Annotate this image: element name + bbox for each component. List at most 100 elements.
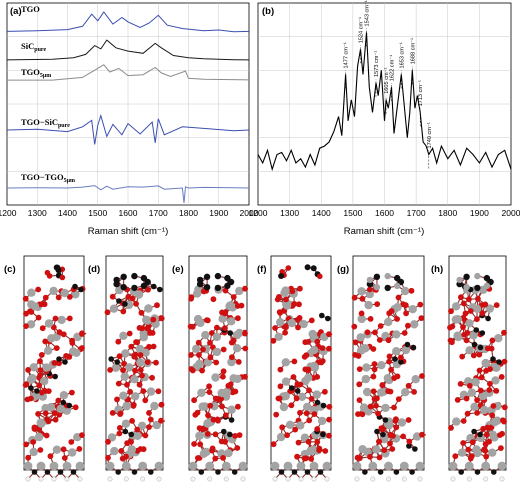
- atom-si: [49, 286, 58, 296]
- atom-o: [469, 439, 476, 446]
- atom-si: [415, 461, 425, 471]
- atom-o: [120, 308, 127, 315]
- atom-o: [199, 367, 206, 374]
- atom-si: [203, 419, 212, 428]
- atom-si: [119, 391, 128, 400]
- atom-c: [382, 417, 389, 423]
- atom-si: [122, 402, 131, 411]
- panel-a-x-tick-label: 1600: [119, 208, 138, 218]
- atom-si: [193, 289, 202, 298]
- atom-c: [491, 469, 497, 475]
- atom-o: [158, 417, 164, 424]
- atom-si: [359, 403, 369, 412]
- atom-o: [308, 456, 315, 462]
- atom-o: [200, 288, 207, 295]
- bonds: [273, 266, 333, 480]
- atom-si: [44, 319, 54, 328]
- atom-si: [119, 331, 128, 340]
- atom-si: [490, 418, 499, 427]
- atom-si: [131, 392, 140, 401]
- atom-c: [477, 344, 484, 351]
- atom-si: [297, 392, 307, 401]
- atom-o: [235, 315, 241, 322]
- atom-o: [42, 294, 49, 301]
- atom-si: [309, 461, 319, 471]
- atom-c: [471, 428, 477, 435]
- atom-si: [193, 314, 203, 324]
- atom-o: [311, 411, 318, 417]
- atom-si: [492, 363, 501, 372]
- panel-a-grid: [7, 3, 249, 205]
- atom-si: [363, 387, 372, 397]
- atom-o: [197, 441, 204, 448]
- atom-c: [57, 469, 64, 475]
- atom-o: [385, 388, 392, 395]
- atom-si: [59, 391, 69, 400]
- atom-o: [189, 367, 196, 374]
- atom-o: [291, 301, 298, 307]
- atom-o: [474, 316, 480, 323]
- atom-si: [352, 461, 362, 471]
- atom-o: [408, 287, 415, 294]
- panel-b-peak-label: 1605 cm⁻¹: [384, 67, 390, 93]
- atom-o: [463, 395, 470, 402]
- atom-si: [365, 290, 374, 299]
- atom-o: [367, 453, 373, 460]
- atom-o: [210, 296, 217, 303]
- atom-o: [367, 403, 374, 410]
- atom-c: [319, 312, 325, 319]
- atom-si: [384, 461, 393, 471]
- panel-a-label: (a): [10, 6, 22, 17]
- atom-o: [467, 308, 474, 314]
- atom-si: [322, 461, 332, 471]
- panel-a-series-label-4: TGO−TGO5μm: [21, 172, 75, 184]
- atom-o: [290, 374, 297, 380]
- atom-o: [326, 403, 333, 410]
- panel-a-series-label-sub: 5μm: [64, 178, 75, 184]
- atom-o: [460, 324, 466, 330]
- atom-c: [78, 286, 84, 293]
- panel-b-peak-label: 1740 cm⁻¹: [427, 122, 433, 148]
- atom-o: [482, 301, 489, 308]
- atom-o: [107, 367, 113, 373]
- atom-c: [458, 469, 465, 475]
- atom-c: [278, 469, 285, 475]
- atom-si: [452, 417, 461, 426]
- atom-o: [282, 329, 288, 336]
- atom-c: [70, 469, 77, 475]
- atom-o: [501, 329, 507, 336]
- atom-si: [296, 421, 305, 430]
- atom-c: [227, 431, 233, 438]
- panel-b-peak-label: 1477 cm⁻¹: [344, 42, 350, 68]
- atom-o: [411, 389, 417, 395]
- atom-o: [126, 330, 133, 337]
- atom-o: [38, 301, 45, 308]
- atom-h: [107, 476, 113, 482]
- atom-o: [116, 425, 123, 431]
- atom-o: [497, 432, 503, 438]
- atom-o: [144, 325, 151, 332]
- atom-h: [240, 476, 246, 482]
- atom-c: [392, 356, 398, 362]
- atom-c: [474, 469, 481, 475]
- atom-o: [398, 354, 404, 361]
- atom-si: [34, 432, 44, 442]
- panel-a-x-tick-label: 1500: [88, 208, 107, 218]
- atom-si: [282, 301, 292, 310]
- atom-c: [140, 282, 148, 290]
- atom-o: [142, 397, 149, 404]
- atom-o: [374, 301, 381, 307]
- atom-h: [156, 476, 162, 482]
- atom-o: [229, 354, 235, 361]
- atom-o: [296, 315, 303, 321]
- atom-o: [284, 432, 290, 439]
- atom-o: [308, 317, 315, 324]
- atoms: [22, 264, 86, 482]
- atom-si: [299, 319, 308, 329]
- atom-c: [131, 272, 138, 280]
- atom-si: [467, 388, 477, 397]
- atom-si: [283, 461, 293, 471]
- atom-si: [134, 290, 144, 299]
- atom-o: [283, 324, 289, 331]
